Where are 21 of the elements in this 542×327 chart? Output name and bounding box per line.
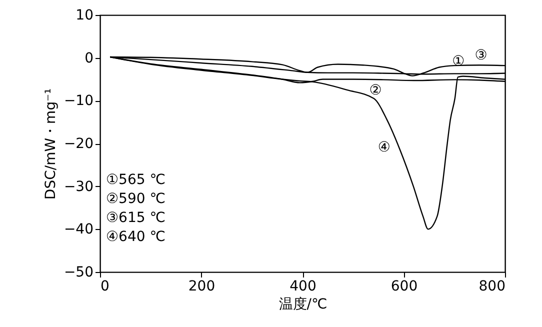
x-tick-label: 800 (478, 278, 506, 294)
y-tick-label: −50 (64, 264, 94, 280)
x-tick-label: 0 (100, 278, 110, 294)
y-tick-label: −40 (64, 222, 94, 238)
x-tick-label: 200 (188, 278, 216, 294)
x-axis-title: 温度/℃ (278, 296, 328, 312)
y-tick-label: −20 (64, 136, 94, 152)
y-tick-label: −10 (64, 93, 94, 110)
y-axis-title: DSC/mW・mg⁻¹ (42, 88, 59, 200)
series-label: ④ (378, 139, 390, 156)
series-label: ② (369, 82, 382, 99)
y-tick-label: 0 (84, 50, 94, 66)
annotation: ①565 ℃ (106, 172, 166, 188)
annotation: ④640 ℃ (106, 229, 166, 245)
annotation: ③615 ℃ (106, 210, 166, 226)
x-tick-label: 400 (290, 278, 316, 294)
x-tick-label: 600 (390, 278, 418, 294)
y-tick-label: −30 (64, 178, 94, 195)
series-label: ③ (474, 48, 488, 64)
y-tick-label: 10 (76, 8, 94, 24)
annotation: ②590 ℃ (106, 191, 166, 207)
